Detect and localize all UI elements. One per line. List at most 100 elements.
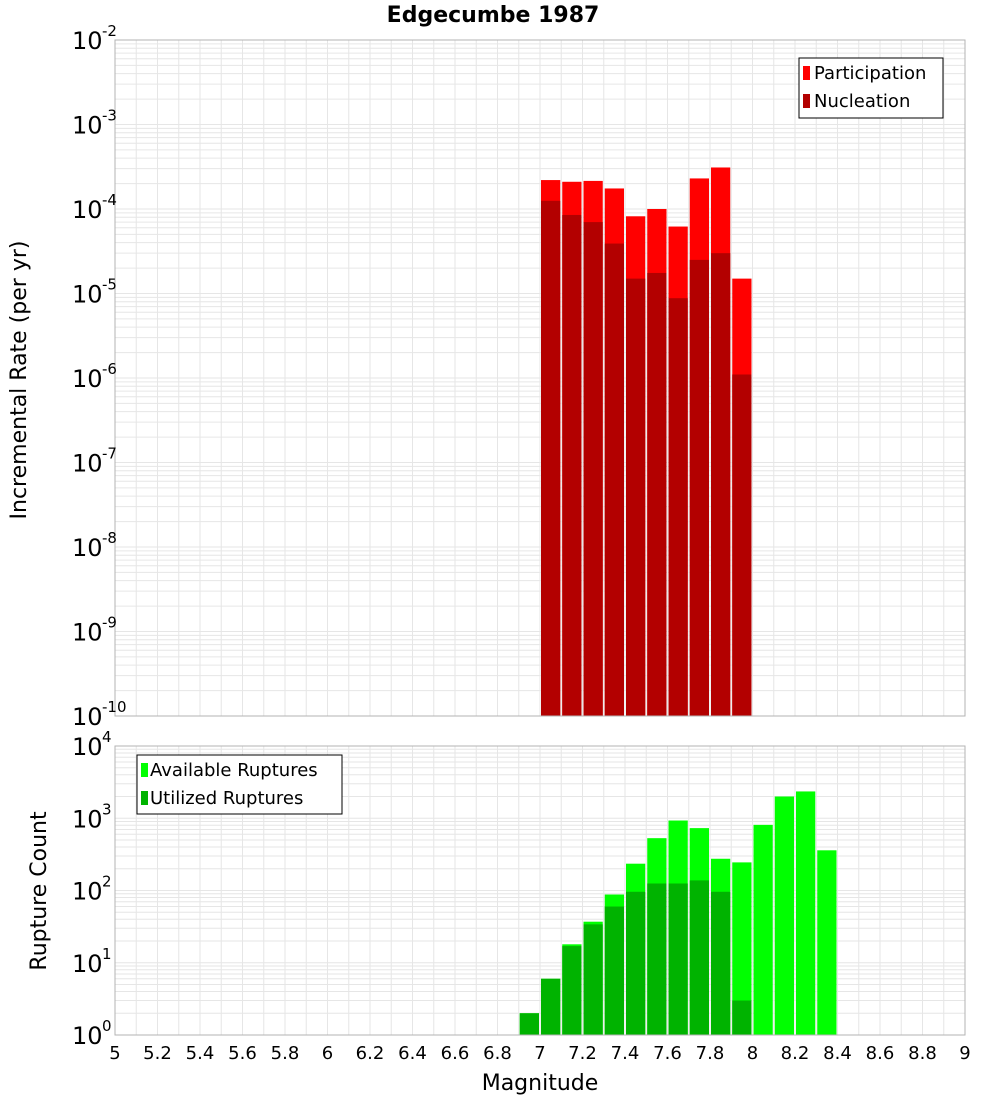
tick-base: 10: [72, 950, 103, 978]
top-bars: [541, 167, 752, 717]
x-tick-label: 6: [322, 1043, 333, 1064]
x-tick-label: 5.8: [271, 1043, 300, 1064]
participation-legend-swatch: [803, 66, 810, 80]
utilized-ruptures-bar: [647, 883, 667, 1035]
utilized-ruptures-bar: [668, 883, 688, 1035]
tick-exponent: -8: [102, 529, 117, 547]
utilized-ruptures-bar: [711, 891, 731, 1035]
tick-base: 10: [72, 112, 103, 140]
tick-exponent: -10: [102, 698, 127, 716]
x-tick-label: 7.2: [568, 1043, 597, 1064]
x-tick-label: 7.8: [696, 1043, 725, 1064]
top-y-tick-label: 10 -10: [72, 698, 127, 731]
available-ruptures-bar: [796, 791, 816, 1035]
nucleation-bar: [647, 272, 667, 716]
top-y-tick-label: 10 -2: [72, 22, 117, 55]
utilized-ruptures-bar: [562, 946, 582, 1035]
x-tick-label: 7.4: [611, 1043, 640, 1064]
tick-exponent: -9: [102, 614, 117, 632]
x-tick-label: 7: [534, 1043, 545, 1064]
utilized-ruptures-bar: [732, 1000, 752, 1035]
bottom-y-tick-label: 10 2: [72, 873, 112, 906]
tick-exponent: -5: [102, 276, 117, 294]
tick-exponent: 4: [102, 728, 112, 746]
tick-base: 10: [72, 196, 103, 224]
x-tick-label: 8.2: [781, 1043, 810, 1064]
tick-base: 10: [72, 1022, 103, 1050]
tick-exponent: 3: [102, 800, 112, 818]
tick-base: 10: [72, 703, 103, 731]
top-y-axis-label: Incremental Rate (per yr): [7, 241, 32, 520]
x-tick-label: 6.4: [398, 1043, 427, 1064]
top-y-tick-label: 10 -9: [72, 614, 117, 647]
utilized-ruptures-bar: [604, 906, 624, 1035]
available-legend-swatch: [141, 763, 148, 777]
utilized-legend-label: Utilized Ruptures: [150, 788, 303, 809]
available-ruptures-bar: [753, 824, 773, 1035]
tick-base: 10: [72, 534, 103, 562]
chart-title: Edgecumbe 1987: [387, 3, 600, 28]
available-ruptures-bar: [732, 862, 752, 1035]
available-ruptures-bar: [817, 850, 837, 1035]
tick-base: 10: [72, 27, 103, 55]
bottom-y-tick-label: 10 0: [72, 1017, 112, 1050]
x-tick-label: 5.4: [186, 1043, 215, 1064]
tick-exponent: 0: [102, 1017, 112, 1035]
x-tick-label: 7.6: [653, 1043, 682, 1064]
x-tick-label: 8.6: [866, 1043, 895, 1064]
tick-base: 10: [72, 805, 103, 833]
tick-base: 10: [72, 281, 103, 309]
utilized-ruptures-bar: [541, 978, 561, 1035]
nucleation-bar: [732, 374, 752, 716]
top-legend: Participation Nucleation: [798, 57, 944, 119]
bottom-bars: [519, 791, 837, 1035]
tick-exponent: -4: [102, 191, 117, 209]
top-legend-box: [798, 57, 944, 119]
bottom-y-tick-label: 10 1: [72, 945, 112, 978]
x-tick-label: 8.8: [908, 1043, 937, 1064]
tick-base: 10: [72, 878, 103, 906]
nucleation-legend-label: Nucleation: [814, 91, 910, 112]
x-tick-label: 5.2: [143, 1043, 172, 1064]
tick-exponent: -2: [102, 22, 117, 40]
x-tick-label: 9: [959, 1043, 970, 1064]
nucleation-bar: [562, 214, 582, 716]
top-y-tick-label: 10 -7: [72, 445, 117, 478]
tick-exponent: 1: [102, 945, 112, 963]
nucleation-bar: [689, 259, 709, 716]
bottom-legend: Available Ruptures Utilized Ruptures: [136, 754, 343, 815]
nucleation-bar: [668, 298, 688, 716]
tick-exponent: -3: [102, 107, 117, 125]
nucleation-legend-swatch: [803, 94, 810, 108]
x-ticks: 5 5.2 5.4 5.6 5.8 6 6.2 6.4 6.6 6.8 7 7.2 7.4 7.6 7.8 8…: [109, 1043, 970, 1064]
x-tick-label: 6.6: [441, 1043, 470, 1064]
utilized-ruptures-bar: [689, 880, 709, 1035]
x-tick-label: 8: [747, 1043, 758, 1064]
x-tick-label: 8.4: [823, 1043, 852, 1064]
tick-exponent: -7: [102, 445, 117, 463]
nucleation-bar: [711, 253, 731, 716]
utilized-ruptures-bar: [519, 1013, 539, 1035]
utilized-ruptures-bar: [583, 924, 603, 1035]
top-y-tick-label: 10 -6: [72, 360, 117, 393]
top-y-tick-label: 10 -3: [72, 107, 117, 140]
tick-base: 10: [72, 450, 103, 478]
x-tick-label: 5: [109, 1043, 120, 1064]
top-plot-frame: [114, 39, 966, 717]
top-y-tick-label: 10 -4: [72, 191, 117, 224]
tick-exponent: -6: [102, 360, 117, 378]
x-axis-label: Magnitude: [482, 1071, 599, 1096]
tick-base: 10: [72, 365, 103, 393]
utilized-legend-swatch: [141, 791, 148, 805]
x-tick-label: 6.2: [356, 1043, 385, 1064]
bottom-plot-frame: [114, 745, 966, 1036]
bottom-y-axis-label: Rupture Count: [27, 811, 52, 971]
x-tick-label: 6.8: [483, 1043, 512, 1064]
bottom-y-tick-label: 10 3: [72, 800, 112, 833]
x-tick-label: 5.6: [228, 1043, 257, 1064]
nucleation-bar: [626, 278, 646, 716]
